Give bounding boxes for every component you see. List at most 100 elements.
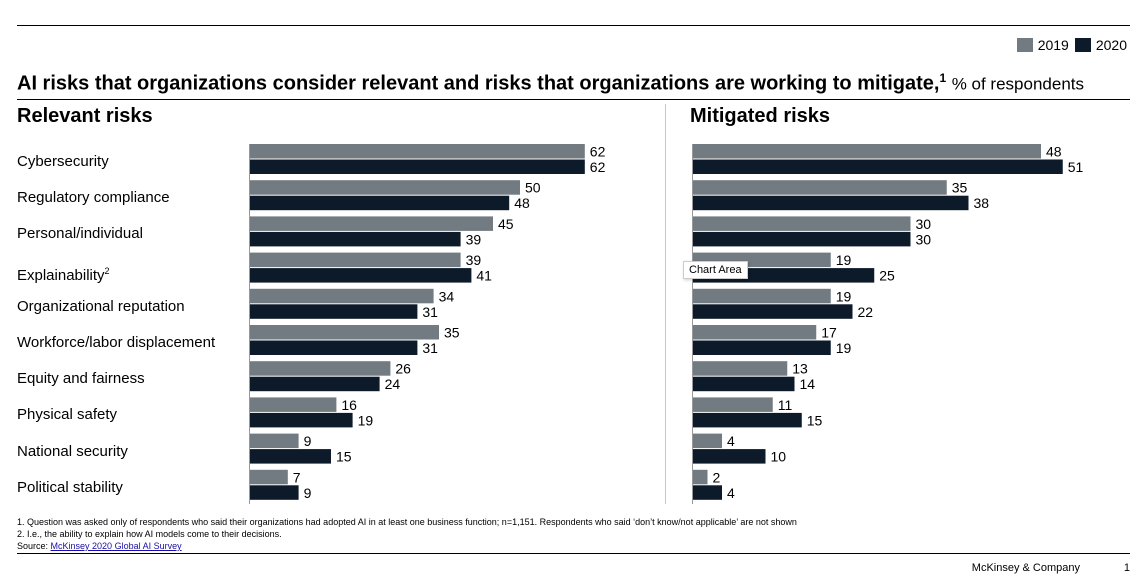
mitigated-data-label-2020: 14 bbox=[800, 376, 816, 392]
mitigated-bar-2020 bbox=[693, 195, 969, 211]
bottom-rule bbox=[17, 553, 1130, 554]
relevant-bar-2019 bbox=[250, 180, 520, 195]
mitigated-bar-2019 bbox=[693, 144, 1041, 159]
mitigated-data-label-2019: 19 bbox=[836, 252, 852, 268]
relevant-bar-2019 bbox=[250, 325, 439, 340]
relevant-data-label-2019: 16 bbox=[341, 397, 357, 413]
mitigated-data-label-2020: 30 bbox=[916, 231, 932, 247]
legend-swatch-2020 bbox=[1074, 38, 1091, 52]
relevant-bar-2019 bbox=[250, 469, 288, 485]
category-label-text: Cybersecurity bbox=[17, 153, 109, 170]
mitigated-data-label-2019: 11 bbox=[778, 397, 793, 413]
category-label-text: National security bbox=[17, 442, 128, 460]
relevant-bar-2020 bbox=[250, 231, 461, 247]
category-label-footnote-ref: 2 bbox=[104, 265, 110, 276]
mitigated-data-label-2019: 17 bbox=[821, 325, 837, 341]
legend-label-2020: 2020 bbox=[1095, 37, 1127, 53]
chart-title-footnote-ref: 1 bbox=[939, 71, 947, 85]
category-label: Explainability2 bbox=[17, 262, 110, 285]
mitigated-data-label-2019: 30 bbox=[916, 216, 932, 232]
title-rule bbox=[17, 99, 1130, 100]
category-label: Organizational reputation bbox=[17, 298, 185, 316]
relevant-data-label-2020: 39 bbox=[466, 231, 482, 247]
relevant-bar-2019 bbox=[250, 252, 461, 268]
mitigated-data-label-2019: 48 bbox=[1046, 144, 1062, 160]
category-label: Equity and fairness bbox=[17, 370, 145, 388]
relevant-data-label-2020: 31 bbox=[422, 340, 438, 356]
category-label-text: Physical safety bbox=[17, 406, 118, 424]
category-label-text: Workforce/labor displacement bbox=[17, 334, 216, 351]
relevant-data-label-2019: 50 bbox=[525, 180, 541, 196]
mitigated-bar-2019 bbox=[693, 288, 831, 304]
relevant-data-label-2019: 62 bbox=[590, 144, 606, 160]
mitigated-bar-2020 bbox=[693, 412, 802, 428]
mitigated-data-label-2020: 25 bbox=[879, 268, 895, 284]
relevant-data-label-2020: 19 bbox=[358, 412, 374, 428]
relevant-data-label-2020: 48 bbox=[514, 195, 530, 211]
panel-title-mitigated: Mitigated risks bbox=[690, 105, 831, 127]
mitigated-bar-2019 bbox=[693, 180, 947, 195]
panel-divider bbox=[665, 104, 666, 504]
relevant-bar-2020 bbox=[250, 268, 472, 283]
relevant-data-label-2020: 31 bbox=[422, 304, 438, 320]
relevant-data-label-2020: 62 bbox=[590, 159, 606, 175]
brand-name: McKinsey & Company bbox=[971, 562, 1080, 574]
relevant-data-label-2019: 35 bbox=[444, 325, 460, 341]
relevant-bar-2020 bbox=[250, 304, 418, 319]
category-label-text: Regulatory compliance bbox=[17, 189, 170, 207]
mitigated-bar-2019 bbox=[693, 216, 911, 231]
mitigated-data-label-2020: 19 bbox=[836, 340, 852, 356]
relevant-data-label-2020: 41 bbox=[476, 268, 492, 284]
category-label: Political stability bbox=[17, 479, 123, 497]
source-line: Source: McKinsey 2020 Global AI Survey bbox=[17, 541, 182, 551]
chart-area-tooltip: Chart Area bbox=[683, 261, 748, 279]
relevant-bar-2020 bbox=[250, 412, 353, 428]
relevant-bar-2020 bbox=[250, 449, 331, 464]
chart-title-text: AI risks that organizations consider rel… bbox=[17, 72, 940, 95]
chart-title-unit: % of respondents bbox=[951, 74, 1084, 94]
relevant-bar-2019 bbox=[250, 361, 391, 376]
mitigated-data-label-2019: 13 bbox=[792, 361, 808, 377]
source-link[interactable]: McKinsey 2020 Global AI Survey bbox=[50, 541, 182, 551]
relevant-data-label-2020: 9 bbox=[304, 485, 312, 501]
footnote-1: 1. Question was asked only of respondent… bbox=[17, 517, 797, 527]
mitigated-data-label-2019: 19 bbox=[836, 288, 852, 304]
category-label-text: Explainability bbox=[17, 266, 105, 284]
relevant-bar-2019 bbox=[250, 216, 493, 231]
mitigated-data-label-2020: 51 bbox=[1068, 159, 1084, 175]
mitigated-data-label-2020: 38 bbox=[974, 195, 990, 211]
chart-title: AI risks that organizations consider rel… bbox=[17, 71, 1084, 96]
relevant-data-label-2020: 24 bbox=[385, 376, 401, 392]
relevant-bar-2020 bbox=[250, 485, 299, 500]
relevant-bar-2020 bbox=[250, 159, 585, 174]
relevant-data-label-2019: 26 bbox=[395, 361, 411, 377]
legend-item-2019: 2019 bbox=[1016, 37, 1069, 53]
mitigated-data-label-2019: 2 bbox=[713, 469, 721, 485]
relevant-bar-2019 bbox=[250, 144, 585, 159]
mitigated-bar-2019 bbox=[693, 397, 773, 412]
relevant-data-label-2019: 34 bbox=[439, 288, 455, 304]
relevant-data-label-2019: 7 bbox=[293, 469, 301, 485]
mitigated-bar-2020 bbox=[693, 449, 766, 464]
relevant-data-label-2019: 45 bbox=[498, 216, 514, 232]
relevant-data-label-2019: 9 bbox=[304, 433, 312, 449]
mitigated-bar-2020 bbox=[693, 159, 1063, 174]
page-number: 1 bbox=[1123, 562, 1130, 574]
mitigated-bar-2020 bbox=[693, 485, 722, 500]
mitigated-bar-2020 bbox=[693, 231, 911, 247]
top-rule bbox=[17, 25, 1130, 26]
mitigated-bar-2020 bbox=[693, 376, 795, 392]
mitigated-data-label-2020: 15 bbox=[807, 412, 823, 428]
category-label-text: Personal/individual bbox=[17, 225, 143, 243]
legend-item-2020: 2020 bbox=[1074, 37, 1127, 53]
relevant-bar-2020 bbox=[250, 376, 380, 392]
mitigated-data-label-2020: 22 bbox=[858, 304, 874, 320]
relevant-bar-2019 bbox=[250, 433, 299, 449]
category-label: Workforce/labor displacement bbox=[17, 334, 215, 352]
relevant-data-label-2020: 15 bbox=[336, 449, 352, 465]
mitigated-data-label-2020: 4 bbox=[727, 485, 735, 501]
mitigated-bar-2019 bbox=[693, 325, 817, 340]
mitigated-bar-2019 bbox=[693, 469, 708, 485]
mitigated-data-label-2019: 4 bbox=[727, 433, 735, 449]
